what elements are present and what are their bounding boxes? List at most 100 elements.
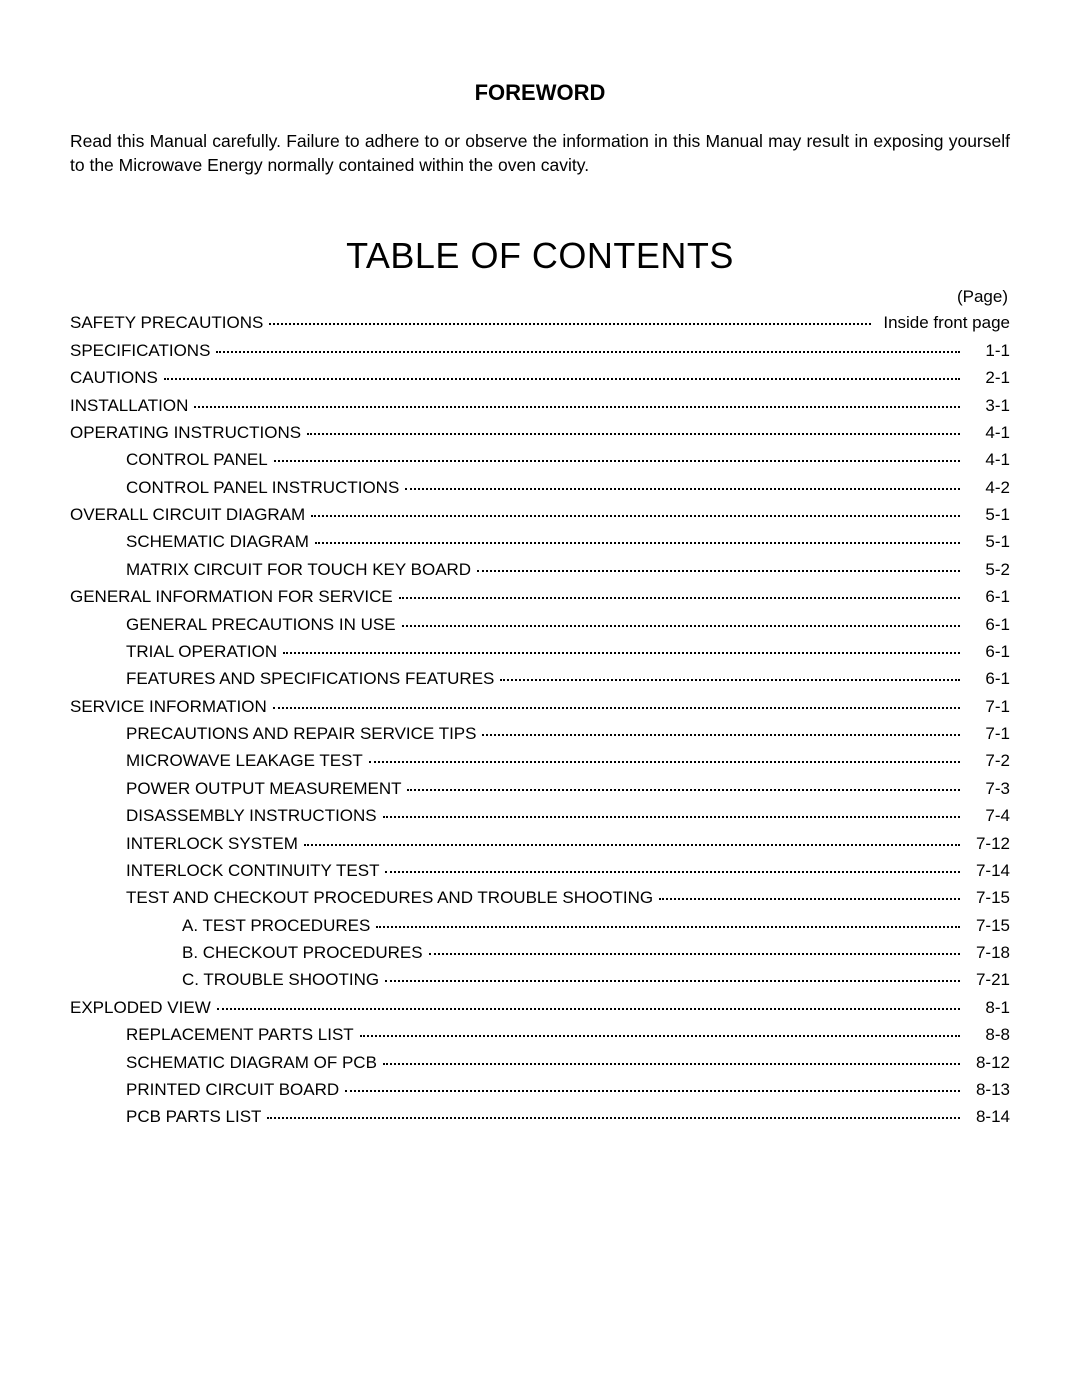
toc-dot-leader: [429, 953, 960, 955]
toc-entry-page: 8-8: [962, 1026, 1010, 1043]
toc-dot-leader: [385, 980, 960, 982]
toc-list: SAFETY PRECAUTIONS Inside front page SPECI…: [70, 309, 1010, 1130]
toc-row: INTERLOCK CONTINUITY TEST 7-14: [70, 857, 1010, 884]
toc-entry-label: OPERATING INSTRUCTIONS: [70, 424, 305, 441]
toc-row: GENERAL INFORMATION FOR SERVICE 6-1: [70, 583, 1010, 610]
toc-entry-page: 3-1: [962, 397, 1010, 414]
toc-entry-page: 7-1: [962, 698, 1010, 715]
toc-entry-label: GENERAL PRECAUTIONS IN USE: [70, 616, 400, 633]
toc-entry-page: 6-1: [962, 643, 1010, 660]
toc-entry-page: 8-14: [962, 1108, 1010, 1125]
toc-entry-label: SCHEMATIC DIAGRAM OF PCB: [70, 1054, 381, 1071]
toc-row: EXPLODED VIEW8-1: [70, 994, 1010, 1021]
toc-entry-page: 7-1: [962, 725, 1010, 742]
toc-entry-label: C. TROUBLE SHOOTING: [70, 971, 383, 988]
toc-dot-leader: [307, 433, 960, 435]
toc-entry-label: SPECIFICATIONS: [70, 342, 214, 359]
toc-dot-leader: [273, 707, 960, 709]
toc-entry-page: 5-2: [962, 561, 1010, 578]
toc-row: SERVICE INFORMATION 7-1: [70, 693, 1010, 720]
toc-entry-page: 7-12: [962, 835, 1010, 852]
toc-row: SPECIFICATIONS 1-1: [70, 337, 1010, 364]
toc-row: CONTROL PANEL4-1: [70, 446, 1010, 473]
toc-row: REPLACEMENT PARTS LIST 8-8: [70, 1021, 1010, 1048]
toc-entry-page: 6-1: [962, 588, 1010, 605]
toc-entry-page: 7-15: [962, 917, 1010, 934]
toc-dot-leader: [399, 597, 960, 599]
toc-entry-label: INSTALLATION: [70, 397, 192, 414]
toc-entry-page: 5-1: [962, 533, 1010, 550]
toc-entry-page: 1-1: [962, 342, 1010, 359]
toc-dot-leader: [407, 789, 960, 791]
toc-title: TABLE OF CONTENTS: [70, 235, 1010, 277]
toc-entry-page: 5-1: [962, 506, 1010, 523]
toc-entry-label: INTERLOCK CONTINUITY TEST: [70, 862, 383, 879]
toc-dot-leader: [216, 351, 960, 353]
toc-page-label: (Page): [70, 287, 1010, 307]
toc-entry-label: POWER OUTPUT MEASUREMENT: [70, 780, 405, 797]
toc-dot-leader: [383, 1063, 960, 1065]
toc-dot-leader: [194, 406, 960, 408]
toc-entry-page: 7-21: [962, 971, 1010, 988]
toc-entry-label: CONTROL PANEL INSTRUCTIONS: [70, 479, 403, 496]
toc-row: POWER OUTPUT MEASUREMENT 7-3: [70, 775, 1010, 802]
toc-dot-leader: [369, 761, 960, 763]
toc-row: MATRIX CIRCUIT FOR TOUCH KEY BOARD 5-2: [70, 556, 1010, 583]
toc-entry-page: 8-1: [962, 999, 1010, 1016]
toc-entry-label: SCHEMATIC DIAGRAM: [70, 533, 313, 550]
toc-dot-leader: [376, 926, 960, 928]
toc-entry-page: 6-1: [962, 616, 1010, 633]
toc-entry-label: GENERAL INFORMATION FOR SERVICE: [70, 588, 397, 605]
toc-entry-label: SAFETY PRECAUTIONS: [70, 314, 267, 331]
toc-entry-label: PCB PARTS LIST: [70, 1108, 265, 1125]
page: FOREWORD Read this Manual carefully. Fai…: [0, 0, 1080, 1191]
toc-row: DISASSEMBLY INSTRUCTIONS7-4: [70, 802, 1010, 829]
toc-row: INSTALLATION 3-1: [70, 391, 1010, 418]
toc-entry-label: CAUTIONS: [70, 369, 162, 386]
toc-row: CAUTIONS2-1: [70, 364, 1010, 391]
toc-row: SCHEMATIC DIAGRAM OF PCB 8-12: [70, 1048, 1010, 1075]
toc-entry-label: MICROWAVE LEAKAGE TEST: [70, 752, 367, 769]
toc-dot-leader: [217, 1008, 960, 1010]
toc-row: INTERLOCK SYSTEM7-12: [70, 829, 1010, 856]
toc-dot-leader: [482, 734, 960, 736]
toc-entry-page: 8-13: [962, 1081, 1010, 1098]
toc-dot-leader: [477, 570, 960, 572]
toc-row: PRINTED CIRCUIT BOARD8-13: [70, 1076, 1010, 1103]
toc-row: B. CHECKOUT PROCEDURES 7-18: [70, 939, 1010, 966]
toc-row: PCB PARTS LIST 8-14: [70, 1103, 1010, 1130]
toc-entry-label: B. CHECKOUT PROCEDURES: [70, 944, 427, 961]
toc-row: PRECAUTIONS AND REPAIR SERVICE TIPS7-1: [70, 720, 1010, 747]
toc-entry-page: 7-14: [962, 862, 1010, 879]
toc-entry-page: 4-1: [962, 424, 1010, 441]
toc-row: GENERAL PRECAUTIONS IN USE 6-1: [70, 610, 1010, 637]
toc-row: CONTROL PANEL INSTRUCTIONS4-2: [70, 474, 1010, 501]
foreword-title: FOREWORD: [70, 80, 1010, 106]
toc-entry-page: 4-1: [962, 451, 1010, 468]
toc-row: A. TEST PROCEDURES 7-15: [70, 912, 1010, 939]
toc-entry-label: REPLACEMENT PARTS LIST: [70, 1026, 358, 1043]
toc-row: MICROWAVE LEAKAGE TEST7-2: [70, 747, 1010, 774]
toc-dot-leader: [360, 1035, 960, 1037]
toc-row: OPERATING INSTRUCTIONS 4-1: [70, 419, 1010, 446]
toc-dot-leader: [345, 1090, 960, 1092]
toc-entry-label: SERVICE INFORMATION: [70, 698, 271, 715]
toc-row: C. TROUBLE SHOOTING 7-21: [70, 966, 1010, 993]
toc-dot-leader: [659, 898, 960, 900]
toc-entry-page: 7-18: [962, 944, 1010, 961]
toc-entry-page: 7-3: [962, 780, 1010, 797]
toc-dot-leader: [500, 679, 960, 681]
toc-entry-label: MATRIX CIRCUIT FOR TOUCH KEY BOARD: [70, 561, 475, 578]
toc-entry-label: A. TEST PROCEDURES: [70, 917, 374, 934]
toc-row: TRIAL OPERATION6-1: [70, 638, 1010, 665]
toc-dot-leader: [383, 816, 960, 818]
toc-entry-page: Inside front page: [873, 314, 1010, 331]
toc-entry-label: FEATURES AND SPECIFICATIONS FEATURES: [70, 670, 498, 687]
toc-dot-leader: [164, 378, 960, 380]
toc-dot-leader: [269, 323, 871, 325]
toc-row: SCHEMATIC DIAGRAM 5-1: [70, 528, 1010, 555]
toc-dot-leader: [267, 1117, 960, 1119]
toc-entry-label: OVERALL CIRCUIT DIAGRAM: [70, 506, 309, 523]
toc-entry-page: 8-12: [962, 1054, 1010, 1071]
toc-dot-leader: [283, 652, 960, 654]
